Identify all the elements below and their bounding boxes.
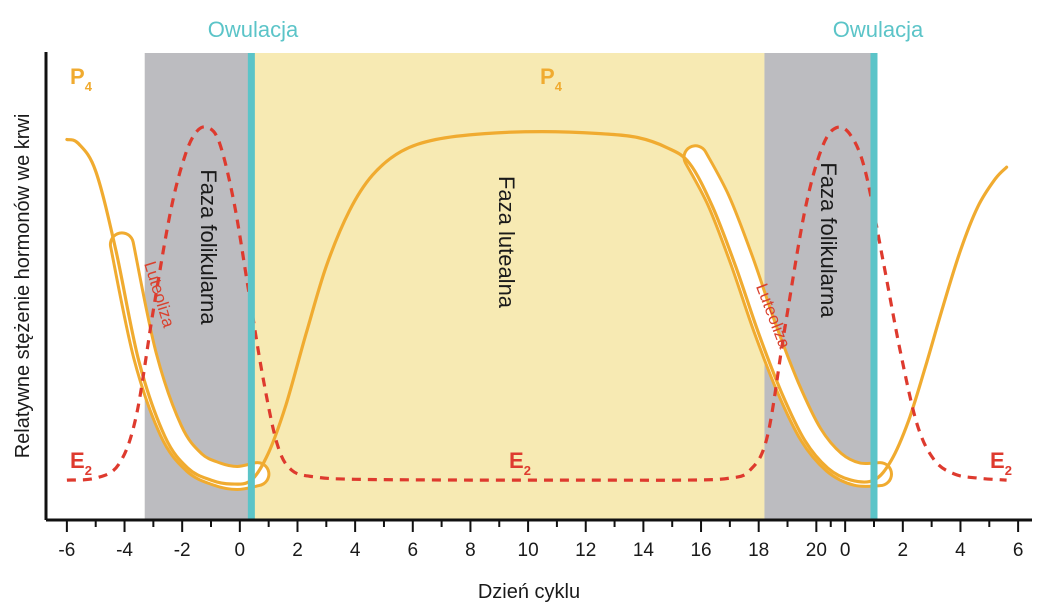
p4-label-middle-sub: 4 <box>555 79 563 94</box>
x-tick-label: 20 <box>806 540 827 561</box>
hormone-curves <box>65 125 1009 486</box>
e2-label-middle-name: E <box>509 448 524 473</box>
e2-label-right-name: E <box>990 448 1005 473</box>
x-tick-label: -6 <box>58 540 75 561</box>
e2-label-middle: E2 <box>509 448 531 478</box>
x-tick-label: 2 <box>292 540 303 561</box>
series-line-p4 <box>65 129 1009 486</box>
x-tick-label: 16 <box>690 540 711 561</box>
phase-label-follicular-right: Faza folikularna <box>816 162 841 318</box>
x-tick-label: 0 <box>235 540 246 561</box>
e2-label-left: E2 <box>70 448 92 478</box>
luteolysis-bands <box>108 144 893 492</box>
phase-label-follicular-left: Faza folikularna <box>196 169 221 325</box>
e2-label-middle-sub: 2 <box>524 463 531 478</box>
p4-label-middle: P4 <box>540 64 563 94</box>
x-tick-label: 4 <box>350 540 361 561</box>
x-tick-label: 8 <box>465 540 476 561</box>
x-tick-label: -2 <box>174 540 191 561</box>
x-tick-label: 10 <box>518 540 539 561</box>
ovulation-label-left: Owulacja <box>208 17 299 42</box>
luteolysis-band-fill-2 <box>685 147 890 485</box>
y-axis-label: Relatywne stężenie hormonów we krwi <box>12 114 34 459</box>
e2-label-right-sub: 2 <box>1005 463 1012 478</box>
x-tick-label: 14 <box>633 540 655 561</box>
x-tick-label: -4 <box>116 540 133 561</box>
ovulation-label-right: Owulacja <box>833 17 924 42</box>
ovulation-lines <box>247 53 878 520</box>
p4-label-left-sub: 4 <box>85 79 93 94</box>
x-axis-label: Dzień cyklu <box>478 581 580 603</box>
p4-label-left-name: P <box>70 64 85 89</box>
x-tick-label: 12 <box>575 540 596 561</box>
p4-label-middle-name: P <box>540 64 555 89</box>
phase-label-luteal: Faza lutealna <box>494 176 519 309</box>
e2-label-left-sub: 2 <box>85 463 92 478</box>
series-line-e2 <box>66 125 1007 482</box>
x-tick-label: 18 <box>748 540 769 561</box>
x-tick-label: 6 <box>407 540 418 561</box>
p4-label-left: P4 <box>70 64 93 94</box>
x-axis-ticks: -6 -4 -2 0 2 4 6 8 10 12 14 16 18 20 0 2 4 6 <box>58 520 1023 561</box>
x-tick-label: 2 <box>898 540 909 561</box>
x-tick-label: 6 <box>1013 540 1024 561</box>
x-tick-label: 4 <box>955 540 966 561</box>
luteolysis-band-fill-1 <box>111 234 268 489</box>
e2-label-left-name: E <box>70 448 85 473</box>
e2-label-right: E2 <box>990 448 1012 478</box>
x-tick-label: 0 <box>840 540 851 561</box>
